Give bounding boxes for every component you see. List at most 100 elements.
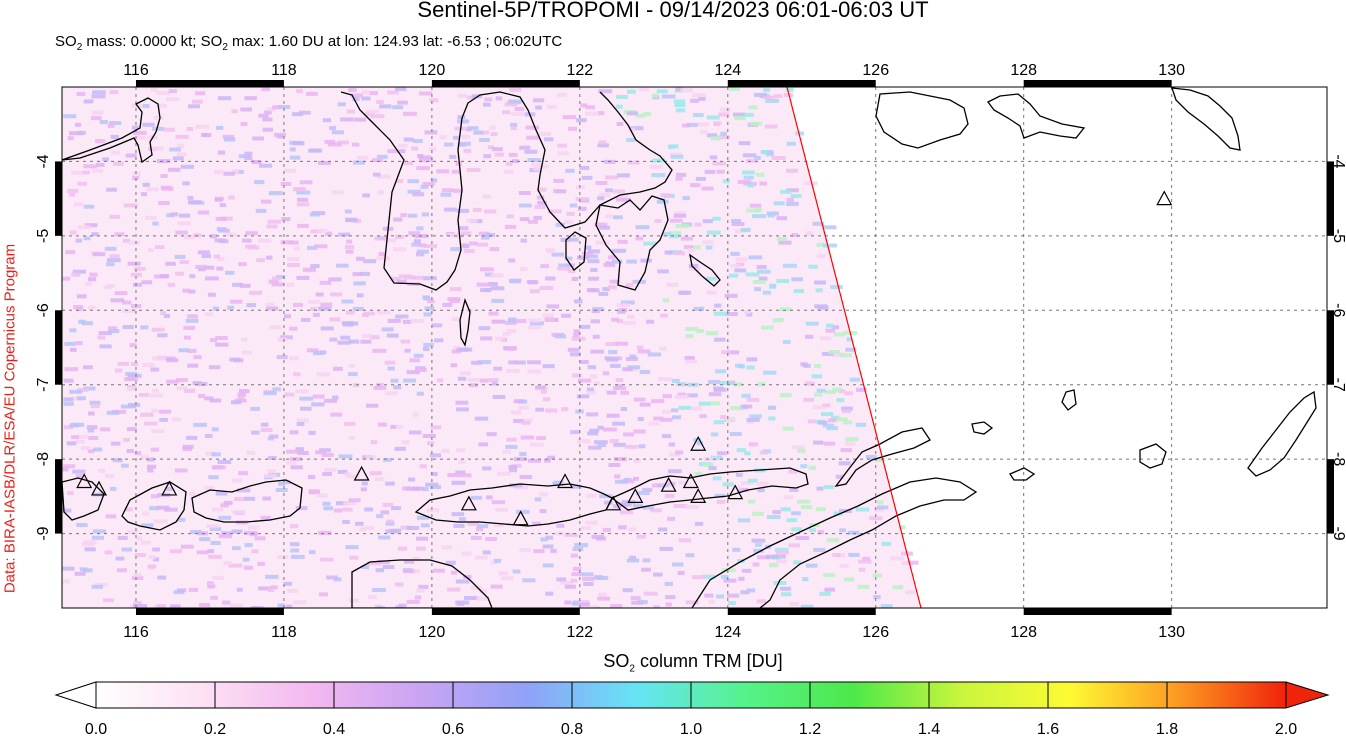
swath-pixel [755,542,763,547]
swath-pixel [159,274,170,278]
swath-pixel [146,464,157,469]
swath-pixel [767,213,775,218]
swath-pixel [293,372,301,377]
coast-sulawesi [340,91,673,291]
swath-pixel [862,556,871,561]
swath-pixel [626,357,638,361]
swath-pixel [63,114,77,119]
swath-pixel [69,347,77,352]
coast-flores-east [610,467,809,511]
swath-pixel [615,479,628,484]
swath-pixel [164,507,178,512]
swath-pixel [367,561,381,566]
swath-pixel [470,495,483,500]
swath-pixel [642,558,651,563]
swath-pixel [317,530,332,535]
swath-pixel [289,147,296,152]
swath-pixel [423,342,434,347]
swath-pixel [242,350,252,355]
swath-pixel [453,135,460,140]
lon-tick-label-top: 122 [566,62,593,79]
swath-pixel [542,364,555,369]
swath-pixel [608,255,616,260]
swath-pixel [458,473,472,478]
swath-pixel [791,527,803,532]
swath-pixel [197,250,210,255]
swath-pixel [286,449,299,454]
swath-pixel [725,312,738,316]
coast-sumbawa-east [191,479,303,523]
swath-pixel [78,319,86,324]
lat-tick-label-right: -5 [1330,229,1346,243]
frame-bar-left [55,310,62,385]
swath-pixel [694,222,702,227]
swath-pixel [329,317,341,322]
swath-pixel [151,327,165,332]
swath-pixel [171,417,181,422]
swath-pixel [664,494,675,498]
swath-pixel [111,441,121,446]
swath-pixel [295,506,308,511]
swath-pixel [62,276,71,281]
swath-pixel [223,137,236,142]
swath-pixel [205,276,219,281]
volcano-icon [727,484,744,500]
swath-pixel [602,527,612,532]
swath-pixel [182,288,190,293]
swath-pixel [547,455,556,460]
swath-pixel [456,208,470,213]
swath-pixel [816,242,825,247]
swath-pixel [742,153,757,158]
swath-pixel [614,474,621,479]
swath-pixel [615,378,624,383]
swath-pixel [398,149,406,154]
swath-pixel [412,139,423,143]
swath-pixel [586,412,599,417]
swath-pixel [156,604,166,608]
swath-pixel [403,378,417,383]
swath-pixel [519,145,531,150]
swath-pixel [513,419,525,423]
swath-pixel [613,442,626,447]
swath-pixel [450,363,458,368]
swath-pixel [539,492,549,497]
swath-pixel [506,329,516,333]
swath-pixel [716,169,725,174]
swath-pixel [83,99,94,104]
swath-pixel [615,197,624,202]
swath-pixel [133,601,142,605]
swath-pixel [751,538,766,543]
swath-pixel [605,188,613,193]
swath-pixel [554,334,567,339]
swath-pixel [356,256,365,261]
swath-pixel [107,123,115,128]
swath-pixel [786,201,799,206]
swath-pixel [244,151,253,156]
swath-pixel [522,578,536,583]
swath-pixel [361,481,368,486]
swath-pixel [210,541,221,545]
swath-pixel [803,181,818,186]
swath-pixel [369,91,378,96]
swath-pixel [366,403,379,408]
swath-pixel [189,274,196,279]
swath-pixel [746,397,760,402]
swath-pixel [123,437,130,442]
swath-pixel [753,280,766,284]
swath-pixel [556,577,567,582]
swath-pixel [409,358,420,363]
swath-pixel [470,535,482,540]
swath-pixel [451,512,465,517]
swath-pixel [482,550,491,555]
swath-pixel [323,506,334,511]
swath-pixel [151,408,159,413]
swath-pixel [678,538,692,543]
swath-pixel [372,348,387,353]
swath-pixel [599,225,611,230]
swath-pixel [260,199,272,204]
swath-pixel [821,412,834,417]
colorbar-tick-label: 2.0 [1275,721,1297,737]
swath-pixel [308,490,321,495]
swath-pixel [687,248,696,252]
swath-pixel [140,455,149,460]
